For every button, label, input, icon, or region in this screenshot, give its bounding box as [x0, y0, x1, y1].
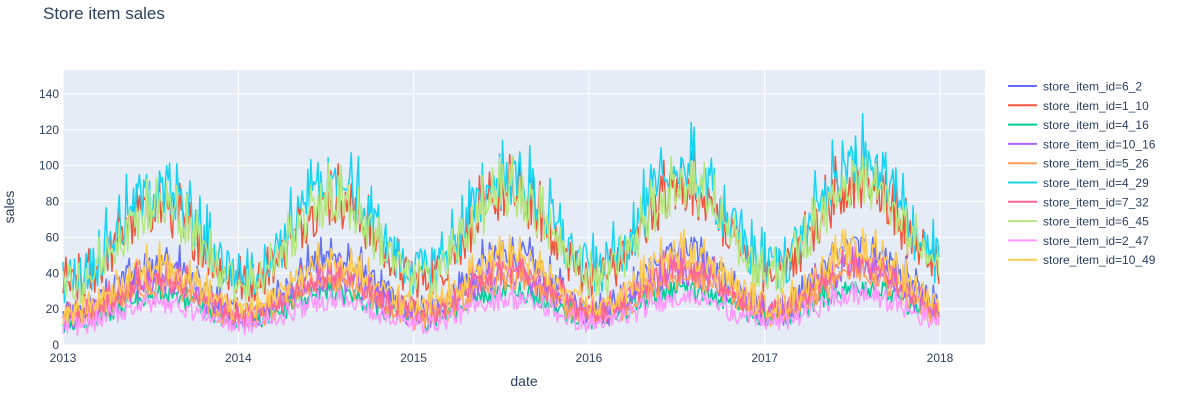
legend-label: store_item_id=10_49 — [1043, 253, 1156, 267]
y-tick-label: 60 — [46, 230, 60, 244]
series-layer — [62, 112, 940, 337]
y-tick-label: 40 — [46, 266, 60, 280]
y-axis-ticks: 0 20 40 60 80 100 120 140 — [39, 87, 59, 352]
y-axis-label: sales — [1, 191, 17, 224]
y-tick-label: 20 — [46, 302, 60, 316]
legend-label: store_item_id=6_2 — [1043, 80, 1142, 94]
x-tick-label: 2017 — [751, 351, 778, 365]
legend-item[interactable]: store_item_id=10_49 — [1008, 253, 1156, 267]
legend-label: store_item_id=10_16 — [1043, 137, 1156, 151]
series-line-2_47 — [62, 281, 940, 337]
legend-item[interactable]: store_item_id=7_32 — [1008, 195, 1149, 209]
legend-label: store_item_id=7_32 — [1043, 195, 1149, 209]
legend-label: store_item_id=2_47 — [1043, 234, 1149, 248]
x-tick-label: 2018 — [927, 351, 954, 365]
legend-item[interactable]: store_item_id=2_47 — [1008, 234, 1149, 248]
legend-item[interactable]: store_item_id=4_29 — [1008, 176, 1149, 190]
legend-item[interactable]: store_item_id=1_10 — [1008, 99, 1149, 113]
x-tick-label: 2015 — [400, 351, 427, 365]
y-tick-label: 140 — [39, 87, 59, 101]
series-line-6_45 — [62, 155, 940, 304]
x-axis-label: date — [510, 373, 537, 389]
x-tick-label: 2016 — [576, 351, 603, 365]
legend-label: store_item_id=6_45 — [1043, 215, 1149, 229]
legend: store_item_id=6_2 store_item_id=1_10store… — [1008, 80, 1156, 267]
x-axis-ticks: 2013 2014 2015 2016 2017 2018 — [50, 351, 954, 365]
legend-item[interactable]: store_item_id=6_2 — [1008, 80, 1142, 94]
legend-label: store_item_id=4_29 — [1043, 176, 1149, 190]
legend-item[interactable]: store_item_id=4_16 — [1008, 118, 1149, 132]
legend-item[interactable]: store_item_id=5_26 — [1008, 157, 1149, 171]
chart-title: Store item sales — [43, 4, 165, 23]
y-tick-label: 120 — [39, 123, 59, 137]
series-line-10_49 — [62, 228, 940, 326]
y-tick-label: 80 — [46, 195, 60, 209]
y-tick-label: 100 — [39, 159, 59, 173]
x-tick-label: 2013 — [50, 351, 77, 365]
x-tick-label: 2014 — [225, 351, 252, 365]
legend-label: store_item_id=5_26 — [1043, 157, 1149, 171]
legend-label: store_item_id=1_10 — [1043, 99, 1149, 113]
legend-label: store_item_id=4_16 — [1043, 118, 1149, 132]
y-tick-label: 0 — [52, 338, 59, 352]
legend-item[interactable]: store_item_id=10_16 — [1008, 137, 1156, 151]
legend-item[interactable]: store_item_id=6_45 — [1008, 215, 1149, 229]
